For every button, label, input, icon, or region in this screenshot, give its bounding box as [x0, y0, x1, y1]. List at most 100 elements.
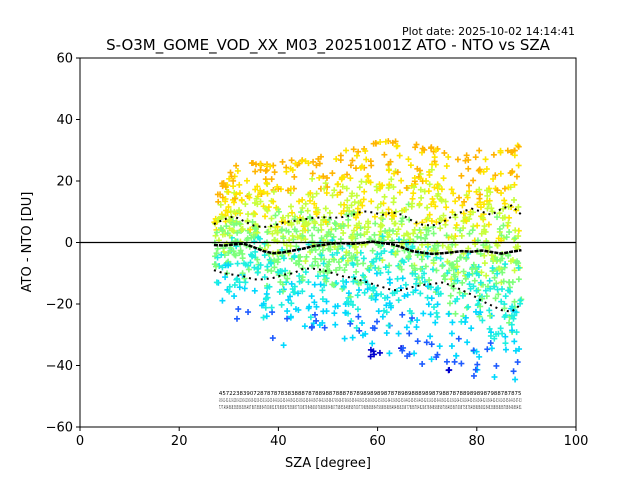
- scatter-point: [502, 312, 509, 319]
- scatter-point: [514, 359, 521, 366]
- scatter-point: [502, 340, 509, 347]
- scatter-point: [327, 231, 334, 238]
- scatter-point: [452, 224, 459, 231]
- scatter-point: [434, 351, 441, 358]
- scatter-point: [466, 188, 473, 195]
- scatter-point: [303, 253, 310, 260]
- scatter-point: [407, 162, 414, 169]
- scatter-point: [368, 295, 375, 302]
- scatter-point: [500, 205, 507, 212]
- scatter-point: [437, 255, 444, 262]
- scatter-point: [463, 152, 470, 159]
- scatter-point: [242, 279, 249, 286]
- scatter-point: [395, 297, 402, 304]
- scatter-point: [450, 190, 457, 197]
- scatter-point: [309, 262, 316, 269]
- scatter-point: [225, 203, 232, 210]
- scatter-point: [379, 313, 386, 320]
- scatter-point: [511, 152, 518, 159]
- scatter-point: [349, 302, 356, 309]
- scatter-point: [382, 264, 389, 271]
- scatter-point: [443, 358, 450, 365]
- scatter-point: [339, 183, 346, 190]
- scatter-point: [432, 319, 439, 326]
- scatter-point: [445, 310, 452, 317]
- scatter-point: [343, 261, 350, 268]
- scatter-point: [474, 222, 481, 229]
- scatter-point: [320, 173, 327, 180]
- scatter-point: [387, 158, 394, 165]
- scatter-point: [390, 195, 397, 202]
- scatter-point: [367, 179, 374, 186]
- scatter-point: [323, 174, 330, 181]
- y-tick-label: 0: [65, 236, 73, 251]
- scatter-point: [428, 356, 435, 363]
- scatter-point: [322, 205, 329, 212]
- scatter-point: [396, 189, 403, 196]
- scatter-point: [326, 258, 333, 265]
- scatter-point: [465, 165, 472, 172]
- scatter-point: [386, 262, 393, 269]
- scatter-point: [334, 303, 341, 310]
- scatter-point: [513, 207, 520, 214]
- y-tick-label: −60: [46, 421, 73, 436]
- scatter-point: [348, 235, 355, 242]
- scatter-point: [311, 281, 318, 288]
- statistics-curves: [213, 204, 523, 313]
- scatter-point: [323, 218, 330, 225]
- scatter-point: [430, 266, 437, 273]
- scatter-point: [511, 181, 518, 188]
- scatter-point: [359, 320, 366, 327]
- scatter-point: [405, 254, 412, 261]
- y-tick-label: −20: [46, 298, 73, 313]
- scatter-point: [472, 154, 479, 161]
- scatter-point: [299, 288, 306, 295]
- scatter-point: [339, 245, 346, 252]
- scatter-point: [448, 330, 455, 337]
- y-tick-label: 40: [56, 113, 73, 128]
- scatter-point: [477, 303, 484, 310]
- scatter-point: [251, 287, 258, 294]
- scatter-point: [491, 283, 498, 290]
- scatter-point: [320, 260, 327, 267]
- scatter-point: [494, 187, 501, 194]
- scatter-point: [405, 201, 412, 208]
- scatter-point: [480, 168, 487, 175]
- scatter-point: [506, 229, 513, 236]
- scatter-point: [399, 215, 406, 222]
- scatter-point: [445, 153, 452, 160]
- scatter-point: [274, 229, 281, 236]
- scatter-point: [405, 156, 412, 163]
- y-axis-ticks: −60 −40 −20 0 20 40 60: [46, 52, 80, 436]
- scatter-point: [511, 236, 518, 243]
- scatter-point: [314, 262, 321, 269]
- scatter-point: [369, 258, 376, 265]
- scatter-point: [453, 222, 460, 229]
- scatter-point: [446, 300, 453, 307]
- scatter-point: [314, 206, 321, 213]
- scatter-point: [484, 192, 491, 199]
- scatter-point: [443, 204, 450, 211]
- scatter-point: [339, 255, 346, 262]
- scatter-point: [219, 297, 226, 304]
- scatter-point: [222, 198, 229, 205]
- scatter-point: [302, 200, 309, 207]
- scatter-point: [447, 292, 454, 299]
- scatter-point: [332, 321, 339, 328]
- scatter-point: [395, 330, 402, 337]
- scatter-point: [441, 149, 448, 156]
- scatter-point: [284, 308, 291, 315]
- scatter-point: [237, 247, 244, 254]
- scatter-point: [355, 280, 362, 287]
- scatter-point: [349, 255, 356, 262]
- scatter-point: [408, 203, 415, 210]
- scatter-point: [347, 175, 354, 182]
- scatter-point: [461, 198, 468, 205]
- scatter-point: [484, 346, 491, 353]
- scatter-point: [307, 197, 314, 204]
- scatter-point: [512, 347, 519, 354]
- scatter-point: [355, 148, 362, 155]
- scatter-point: [291, 252, 298, 259]
- scatter-point: [452, 198, 459, 205]
